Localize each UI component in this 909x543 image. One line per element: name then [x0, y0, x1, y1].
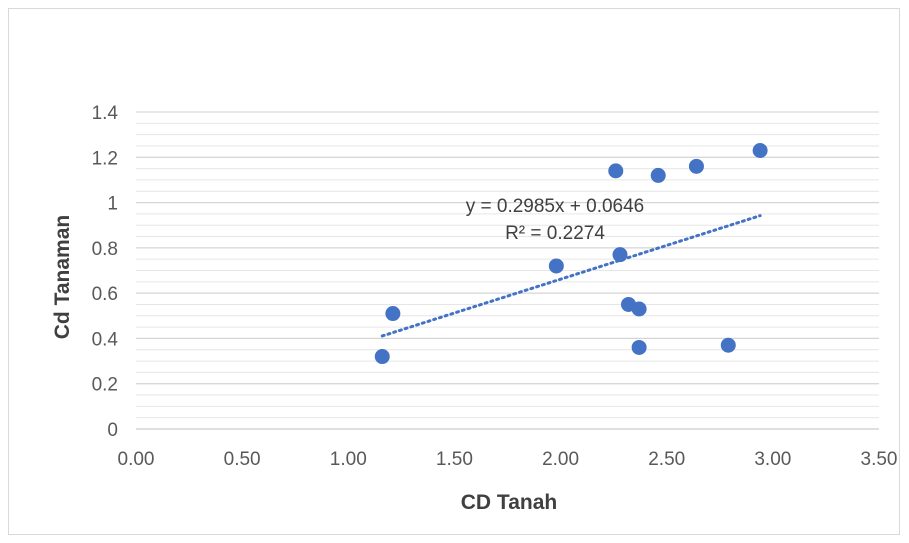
x-tick-label: 0.00 — [118, 449, 155, 470]
data-point — [720, 337, 736, 353]
trendline — [380, 214, 762, 338]
y-tick-label: 0.2 — [92, 375, 118, 396]
y-tick-label: 1.4 — [92, 103, 119, 124]
y-tick-label: 0.8 — [92, 239, 118, 260]
y-tick-label: 1 — [107, 194, 118, 215]
major-gridlines — [136, 111, 879, 385]
x-tick-label: 2.00 — [542, 449, 579, 470]
x-axis-title: CD Tanah — [461, 491, 557, 514]
r-squared-label: R² = 0.2274 — [505, 223, 605, 244]
data-point — [612, 247, 628, 263]
y-tick-label: 0.4 — [92, 329, 119, 350]
data-point — [752, 142, 768, 158]
trendline-equation: y = 0.2985x + 0.0646 — [466, 196, 645, 217]
data-points — [374, 142, 768, 365]
x-tick-labels: 0.00 0.50 1.00 1.50 2.00 2.50 3.00 3.50 — [118, 449, 898, 470]
y-axis-title: Cd Tanaman — [51, 215, 74, 339]
data-point — [385, 306, 401, 322]
data-point — [688, 158, 704, 174]
data-point — [631, 339, 647, 355]
minor-gridlines — [136, 122, 879, 419]
x-tick-label: 2.50 — [648, 449, 685, 470]
x-tick-label: 3.00 — [754, 449, 791, 470]
data-point — [608, 163, 624, 179]
y-tick-label: 1.2 — [92, 148, 118, 169]
data-point — [631, 301, 647, 317]
x-tick-label: 0.50 — [224, 449, 261, 470]
data-point — [650, 167, 666, 183]
data-point — [548, 258, 564, 274]
scatter-chart: 0.00 0.50 1.00 1.50 2.00 2.50 3.00 3.50 0 0.2 0.4… — [51, 103, 898, 514]
x-tick-label: 1.00 — [330, 449, 367, 470]
x-tick-label: 3.50 — [861, 449, 898, 470]
y-tick-label: 0.6 — [92, 284, 118, 305]
data-point — [374, 349, 390, 365]
chart-frame: 0.00 0.50 1.00 1.50 2.00 2.50 3.00 3.50 0 0.2 0.4… — [8, 8, 900, 535]
x-tick-label: 1.50 — [436, 449, 473, 470]
y-tick-label: 0 — [107, 420, 118, 441]
y-tick-labels: 0 0.2 0.4 0.6 0.8 1 1.2 1.4 — [92, 103, 119, 441]
